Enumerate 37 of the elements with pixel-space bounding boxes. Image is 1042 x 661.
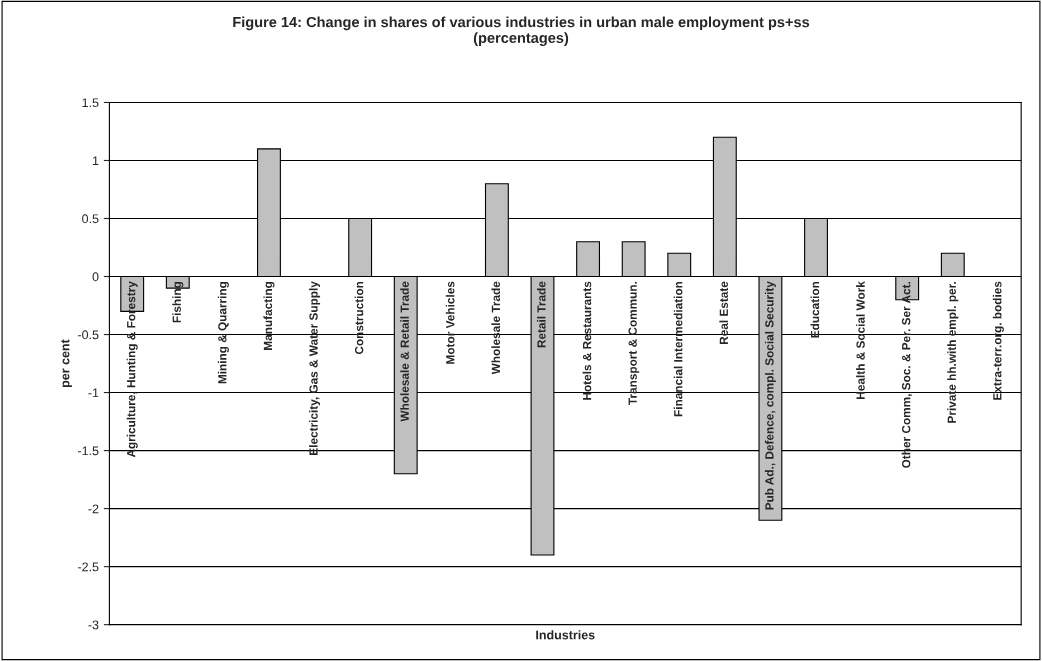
x-tick-label: Real Estate xyxy=(719,281,729,345)
y-tick-label: 1.5 xyxy=(82,98,99,108)
x-tick-label: Extra-terr.org. bodies xyxy=(992,281,1004,400)
bar xyxy=(667,252,692,278)
x-tick-label: Mining & Quarring xyxy=(217,281,229,384)
x-tick-label: Retail Trade xyxy=(536,281,546,348)
y-tick-label: 0 xyxy=(92,272,99,282)
x-tick-label: Electricity, Gas & Water Supply xyxy=(309,281,321,455)
x-tick-label: Transport & Commun. xyxy=(628,281,640,405)
x-tick-label: Construction xyxy=(354,281,364,355)
x-axis-title: Industries xyxy=(536,630,595,640)
y-tick-label: -1 xyxy=(88,388,99,398)
x-tick-label: Wholesale & Retail Trade xyxy=(400,281,409,422)
x-tick-label: Education xyxy=(810,281,820,338)
x-tick-label: Pub Ad., Defence, compl. Social Security xyxy=(764,281,776,510)
bar xyxy=(621,241,646,278)
y-tick-label: 0.5 xyxy=(82,214,99,224)
x-tick-label: Hotels & Restaurants xyxy=(582,281,592,400)
bar xyxy=(940,252,965,278)
x-tick-label: Motor Vehicles xyxy=(445,281,455,364)
y-tick-label: -3 xyxy=(88,620,99,630)
y-axis-title: per cent xyxy=(61,339,72,388)
y-tick-label: -2.5 xyxy=(78,562,99,572)
y-tick-label: -2 xyxy=(88,504,99,514)
x-tick-label: Fishing xyxy=(172,281,184,323)
x-tick-label: Financial Intermediation xyxy=(673,281,683,417)
x-tick-label: Manufacting xyxy=(263,281,275,350)
y-tick-label: -1.5 xyxy=(78,446,99,456)
y-tick-label: -0.5 xyxy=(78,330,99,340)
x-tick-label: Agriculture, Hunting & Forestry xyxy=(126,281,138,458)
x-tick-label: Other Comm, Soc. & Per. Ser Act. xyxy=(901,281,913,468)
chart-title: Figure 14: Change in shares of various industries in urban male employment ps+ss (percentages) xyxy=(233,16,810,46)
x-tick-label: Private hh.with empl. per. xyxy=(947,281,959,423)
x-tick-label: Wholesale Trade xyxy=(491,281,501,375)
bar xyxy=(576,241,601,278)
x-tick-label: Health & Social Work xyxy=(856,281,865,399)
y-tick-label: 1 xyxy=(93,156,99,166)
